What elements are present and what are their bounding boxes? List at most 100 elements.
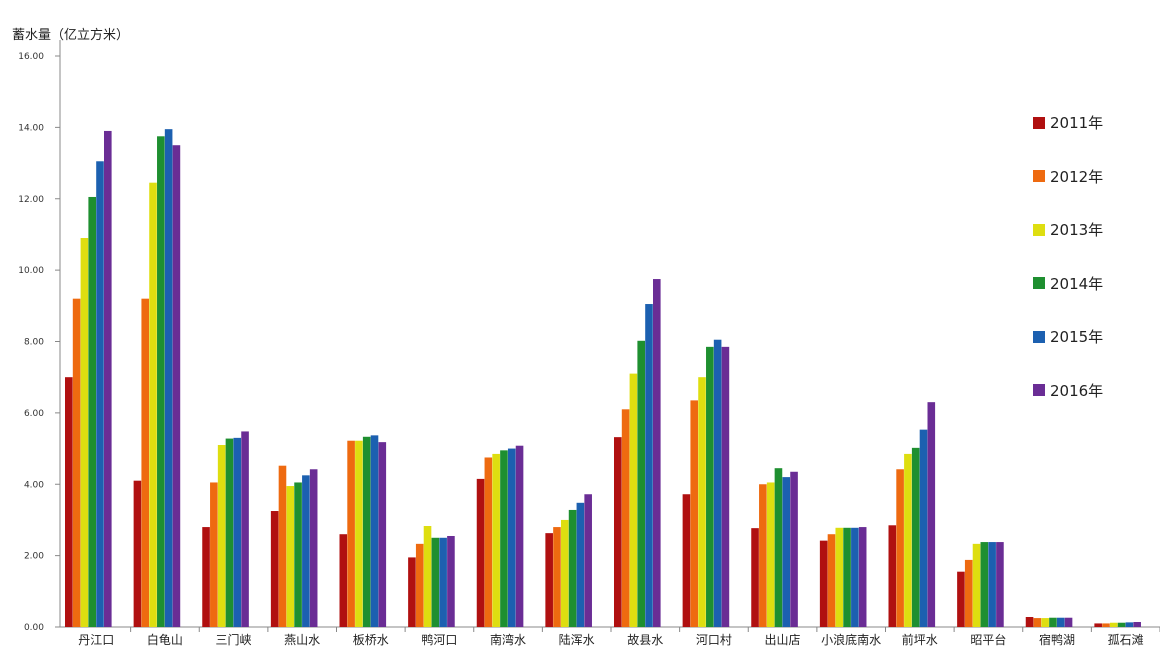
bar	[492, 453, 500, 627]
bar	[439, 537, 447, 627]
bar	[1064, 617, 1073, 627]
x-tick-label: 宿鸭湖	[1039, 632, 1075, 647]
bar	[629, 373, 638, 627]
category-group	[339, 435, 387, 627]
x-tick-label: 三门峡	[216, 632, 252, 647]
legend-swatch	[1033, 330, 1045, 343]
bar	[1117, 622, 1126, 627]
bar	[476, 478, 485, 627]
bar	[362, 436, 371, 627]
legend-item: 2011年	[1033, 96, 1103, 150]
x-tick-label: 河口村	[696, 633, 732, 647]
x-tick-label: 孤石滩	[1108, 633, 1144, 647]
bar	[217, 444, 226, 627]
category-group	[270, 465, 318, 627]
bar	[835, 527, 844, 627]
category-group	[751, 468, 798, 627]
bar	[233, 437, 242, 627]
category-group	[202, 431, 249, 627]
bar	[1125, 622, 1134, 627]
bar	[500, 450, 508, 627]
bar	[408, 557, 416, 627]
bar	[225, 438, 234, 627]
bar	[1094, 623, 1102, 627]
bar	[309, 469, 318, 627]
bar	[72, 298, 81, 627]
bar	[423, 526, 432, 627]
bar	[972, 543, 981, 627]
bar	[782, 477, 791, 627]
bar	[614, 437, 622, 627]
legend-item: 2012年	[1033, 150, 1103, 204]
category-group	[133, 129, 181, 628]
legend-item: 2013年	[1033, 203, 1103, 257]
bar	[964, 559, 973, 627]
bar	[431, 537, 440, 627]
category-group	[545, 494, 592, 627]
x-tick-label: 燕山水	[284, 633, 320, 647]
bar	[858, 527, 867, 627]
legend-label: 2012年	[1050, 167, 1104, 186]
category-group	[957, 542, 1004, 627]
bar	[1056, 617, 1065, 627]
bar	[751, 528, 759, 627]
legend-item: 2015年	[1033, 310, 1103, 364]
bar	[774, 468, 783, 627]
x-tick-label: 板桥水	[353, 633, 389, 647]
bar	[698, 377, 706, 627]
legend-item: 2014年	[1033, 257, 1103, 311]
bar	[88, 196, 96, 627]
bar	[339, 534, 348, 627]
y-tick-label: 0.00	[24, 623, 44, 633]
bar	[241, 431, 249, 627]
bar	[507, 448, 516, 627]
bar	[988, 542, 996, 627]
y-tick-label: 10.00	[18, 266, 44, 276]
bar	[568, 509, 577, 627]
bar	[1109, 622, 1118, 627]
category-group	[476, 445, 524, 627]
legend-label: 2014年	[1050, 274, 1104, 293]
bar	[141, 298, 150, 627]
legend: 2011年 2012年 2013年 2014年 2015年 2016年	[1033, 96, 1103, 417]
legend-swatch	[1033, 384, 1045, 397]
legend-label: 2011年	[1050, 114, 1104, 133]
bar	[447, 535, 455, 627]
bar	[927, 402, 936, 627]
category-group	[65, 130, 112, 627]
bar	[790, 471, 798, 627]
bar	[843, 527, 851, 627]
legend-swatch	[1033, 170, 1045, 183]
legend-swatch	[1033, 277, 1045, 290]
legend-item: 2016年	[1033, 364, 1103, 418]
bar	[104, 130, 112, 627]
bar	[766, 482, 775, 627]
category-group	[614, 279, 661, 627]
category-group	[682, 339, 730, 627]
category-group	[888, 402, 936, 627]
x-tick-label: 白龟山	[147, 632, 183, 647]
bar	[80, 238, 89, 627]
legend-label: 2016年	[1050, 381, 1104, 400]
x-tick-label: 鸭河口	[421, 633, 457, 647]
x-tick-label: 昭平台	[970, 632, 1006, 647]
bar	[157, 136, 165, 627]
bar	[355, 440, 363, 627]
bar	[149, 182, 157, 628]
bar	[560, 519, 569, 627]
category-group	[408, 526, 455, 627]
y-tick-label: 4.00	[24, 480, 44, 490]
legend-label: 2013年	[1050, 221, 1104, 240]
bar	[545, 533, 553, 627]
x-tick-label: 故县水	[627, 632, 663, 647]
x-tick-label: 陆浑水	[559, 632, 595, 647]
category-group	[1025, 617, 1073, 627]
x-tick-label: 小浪底南水	[821, 632, 881, 647]
bar	[713, 339, 722, 627]
bar	[682, 494, 691, 627]
bar	[347, 440, 355, 627]
bar	[270, 511, 279, 627]
x-tick-label: 出山店	[765, 633, 801, 647]
bar	[957, 571, 965, 627]
bar	[637, 340, 645, 627]
